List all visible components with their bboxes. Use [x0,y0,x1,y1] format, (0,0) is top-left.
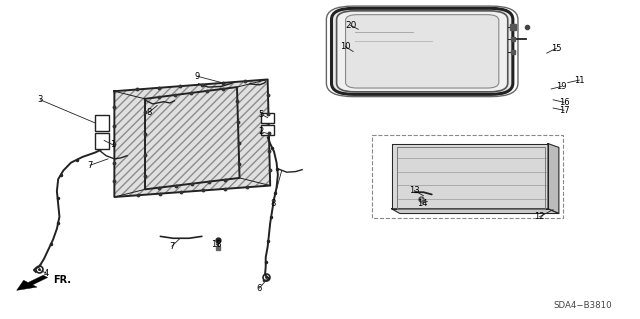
FancyBboxPatch shape [337,11,508,92]
FancyBboxPatch shape [332,8,513,94]
FancyBboxPatch shape [95,115,109,131]
FancyBboxPatch shape [346,15,499,88]
Text: 1: 1 [110,140,115,149]
Text: 19: 19 [556,82,566,91]
Text: 6: 6 [257,284,262,293]
Text: 15: 15 [551,44,561,53]
Polygon shape [17,275,47,290]
Text: 9: 9 [195,72,200,81]
Polygon shape [392,209,559,213]
Text: 11: 11 [574,76,584,85]
FancyBboxPatch shape [261,125,274,135]
Text: 5: 5 [259,110,264,119]
Polygon shape [548,144,559,213]
Text: 17: 17 [559,106,569,115]
Polygon shape [392,144,548,209]
Text: FR.: FR. [53,275,71,285]
Text: 8: 8 [270,199,275,208]
Text: 14: 14 [417,199,428,208]
FancyBboxPatch shape [95,133,109,149]
Text: 16: 16 [559,98,569,107]
Text: 3: 3 [38,95,43,104]
Text: SDA4−B3810: SDA4−B3810 [554,301,612,310]
Text: 20: 20 [345,21,356,30]
Text: 4: 4 [44,269,49,278]
Text: 10: 10 [340,42,351,51]
Text: 8: 8 [146,108,152,117]
Text: 2: 2 [259,127,264,136]
PathPatch shape [115,79,270,197]
Text: 7: 7 [169,242,175,251]
FancyBboxPatch shape [261,114,274,123]
Text: 12: 12 [534,212,545,221]
Text: 13: 13 [409,186,420,195]
Text: 18: 18 [211,240,222,249]
Text: 7: 7 [88,161,93,170]
